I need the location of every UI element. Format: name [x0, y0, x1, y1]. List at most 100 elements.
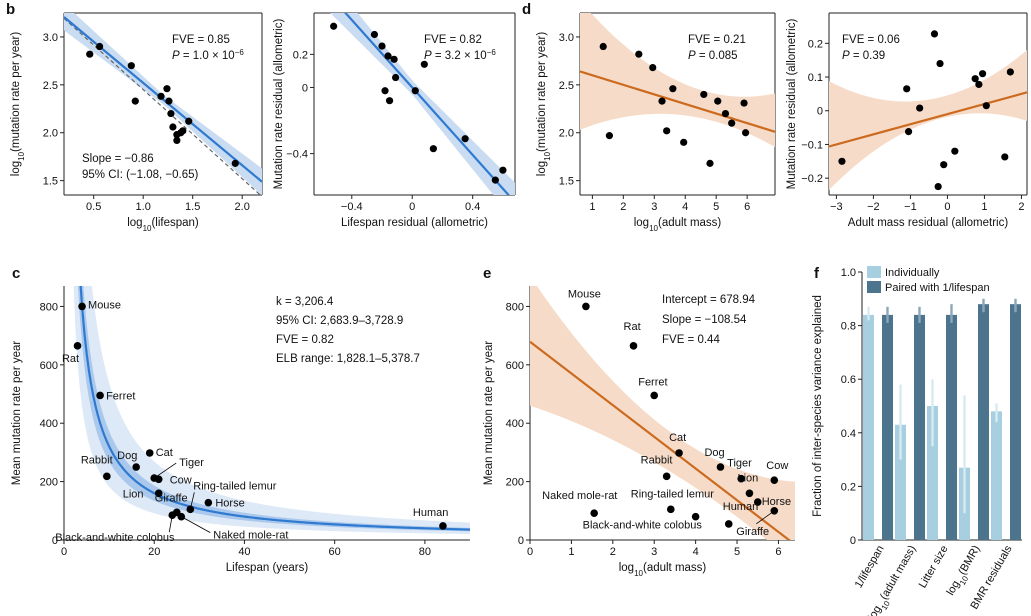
y-tick-label: 1.0	[841, 267, 856, 279]
point-label: Lion	[737, 472, 758, 484]
data-point	[491, 176, 499, 184]
fit-line	[530, 340, 791, 540]
x-tick-label: 5	[713, 201, 719, 213]
y-tick-label: 1.5	[43, 176, 58, 188]
y-tick-label: 800	[40, 301, 58, 313]
y-axis-label: Mutation rate residual (allometric)	[786, 19, 798, 190]
data-point	[411, 87, 419, 95]
data-point	[936, 59, 944, 68]
x-tick-label: 0.5	[86, 201, 101, 213]
panel-b-right: −0.4 0 0.4 −0.4 0 0.2 Lifespan residual (allom…	[273, 12, 516, 229]
point-label: Cat	[669, 432, 686, 444]
data-point	[724, 520, 733, 528]
confidence-band	[330, 13, 515, 195]
x-tick-label: 40	[238, 546, 250, 558]
legend-swatch-individually	[867, 266, 881, 278]
ci-text: 95% CI: 2,683.9–3,728.9	[276, 315, 403, 327]
x-tick-label: 2	[610, 546, 616, 558]
x-tick-label: −1	[904, 201, 917, 213]
y-tick-label: 400	[40, 418, 58, 430]
x-tick-label: 3	[651, 546, 657, 558]
p-value: = 3.2 × 10	[432, 50, 487, 62]
x-tick-label: −2	[867, 201, 880, 213]
y-tick-label: 0.4	[841, 428, 856, 440]
data-point	[951, 147, 959, 155]
x-tick-label: 2	[1018, 201, 1024, 213]
x-axis-label: Adult mass residual (allometric)	[848, 217, 1009, 229]
y-tick-label: −0.2	[801, 173, 823, 185]
panel-d-left: 1 2 3 4 5 6 1.5 2.0 2.5 3.0 log10(adult mass) log10…	[536, 12, 776, 233]
error-bar	[899, 384, 902, 460]
point-label: Cow	[170, 474, 192, 486]
data-point	[131, 97, 139, 105]
data-point	[157, 92, 165, 100]
error-bar	[886, 306, 889, 323]
data-point	[978, 70, 987, 78]
data-point	[499, 166, 507, 174]
panel-label-f: f	[814, 265, 820, 282]
data-point	[145, 449, 154, 457]
bar-paired	[1010, 304, 1021, 540]
data-point	[838, 157, 846, 165]
data-point	[658, 97, 666, 105]
point-label: Horse	[762, 496, 791, 508]
legend-swatch-paired	[867, 281, 881, 293]
fit-curve	[79, 286, 470, 531]
y-tick-label: 0.2	[293, 49, 308, 61]
data-point	[96, 42, 104, 51]
data-point	[666, 505, 675, 514]
point-label: Giraffe	[155, 492, 188, 504]
panel-b-left: 0.5 1.0 1.5 2.0 1.5 2.0 2.5 3.0 log10(lifespan) l…	[10, 12, 263, 233]
y-tick-label: 0.1	[808, 72, 823, 84]
y-axis-label: Mean mutation rate per year	[483, 341, 495, 486]
data-point	[662, 472, 671, 481]
fve-text: FVE = 0.82	[276, 334, 334, 346]
point-label: Human	[723, 501, 758, 513]
x-tick-label: 0	[409, 201, 415, 213]
x-tick-label: 6	[744, 201, 750, 213]
x-tick-label: 0.4	[465, 201, 480, 213]
x-axis-label: log10(adult mass)	[634, 217, 722, 233]
x-tick-label: −3	[830, 201, 843, 213]
data-point	[741, 129, 750, 137]
p-value: = 0.085	[696, 50, 738, 62]
y-tick-label: 800	[506, 301, 524, 313]
intercept-text: Intercept = 678.94	[662, 294, 756, 306]
x-tick-label: 5	[734, 546, 740, 558]
p-symbol: P	[688, 50, 696, 62]
fve-text: FVE = 0.06	[842, 34, 900, 46]
data-point	[605, 132, 614, 140]
point-label: Rat	[62, 353, 79, 365]
x-tick-label: 20	[148, 546, 160, 558]
data-point	[934, 182, 942, 191]
data-point	[231, 159, 239, 167]
point-label: Cat	[156, 447, 173, 459]
data-point	[700, 90, 708, 99]
y-tick-label: 3.0	[559, 32, 574, 44]
bar-paired	[978, 304, 989, 540]
bar-paired	[914, 314, 925, 540]
error-bar	[995, 403, 998, 423]
y-tick-label: 0.6	[841, 374, 856, 386]
data-point	[378, 42, 386, 50]
data-point	[740, 99, 748, 107]
y-tick-label: 600	[506, 360, 524, 372]
y-tick-label: 0	[518, 535, 524, 547]
k-text: k = 3,206.4	[276, 296, 334, 308]
point-label: Lion	[123, 488, 144, 500]
y-tick-label: 200	[40, 477, 58, 489]
data-point	[167, 109, 175, 118]
point-label: Black-and-white colobus	[583, 520, 703, 532]
data-point	[582, 302, 590, 311]
y-axis-label: log10(mutation rate per year)	[10, 32, 26, 177]
data-point	[86, 50, 94, 58]
x-tick-label: 3	[651, 201, 657, 213]
data-point	[629, 342, 638, 350]
leader-line	[756, 510, 775, 525]
data-point	[429, 145, 437, 153]
data-point	[635, 50, 643, 58]
panel-d-right: −3 −2 −1 0 1 2 −0.2 −0.1 0 0.1 0.2 Adult mass resid…	[786, 12, 1028, 229]
data-point	[370, 30, 379, 39]
y-axis-label: Mutation rate residual (allometric)	[273, 19, 285, 190]
leader-line	[189, 492, 195, 510]
